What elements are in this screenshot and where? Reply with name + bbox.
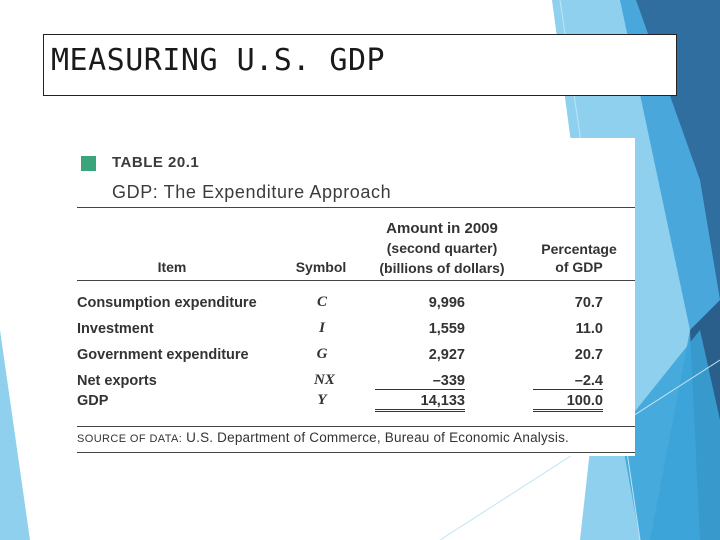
header-top-rule [77, 207, 635, 208]
row-percent: –2.4 [533, 373, 603, 390]
header-bottom-rule [77, 280, 635, 281]
row-amount: 9,996 [428, 295, 465, 311]
footer-bottom-rule [77, 452, 635, 453]
header-item: Item [157, 259, 187, 275]
row-amount: –339 [375, 373, 465, 390]
header-amount-line1: Amount in 2009 [386, 220, 498, 237]
source-label: SOURCE OF DATA: [77, 433, 183, 445]
deco-bright-band [620, 330, 720, 540]
header-amount-line2: (second quarter) [386, 240, 498, 256]
header-percent-line1: Percentage [541, 241, 617, 257]
row-symbol: NX [314, 372, 335, 388]
title-box: MEASURING U.S. GDP [43, 34, 677, 96]
deco-left-sliver [0, 330, 30, 540]
header-amount-line3: (billions of dollars) [379, 260, 505, 276]
row-symbol: Y [317, 392, 327, 408]
row-amount: 1,559 [428, 321, 465, 337]
source-text: U.S. Department of Commerce, Bureau of E… [186, 430, 569, 445]
row-percent: 100.0 [533, 393, 603, 412]
row-item: Government expenditure [77, 347, 249, 363]
row-amount: 2,927 [428, 347, 465, 363]
row-amount: 14,133 [375, 393, 465, 412]
table-tag-square [81, 156, 96, 171]
deco-dark-band [636, 0, 720, 300]
header-symbol: Symbol [295, 259, 347, 275]
gdp-table: TABLE 20.1 GDP: The Expenditure Approach… [74, 138, 635, 456]
row-item: GDP [77, 393, 109, 409]
footer-rule [77, 426, 635, 427]
row-percent: 20.7 [574, 347, 603, 363]
table-label: TABLE 20.1 [112, 154, 200, 171]
header-percent-line2: of GDP [555, 259, 603, 275]
table-subtitle: GDP: The Expenditure Approach [112, 182, 392, 202]
row-symbol: I [319, 320, 325, 336]
row-symbol: G [316, 346, 328, 362]
row-item: Investment [77, 321, 154, 337]
row-percent: 70.7 [574, 295, 603, 311]
row-percent: 11.0 [575, 321, 603, 337]
row-item: Consumption expenditure [77, 295, 257, 311]
row-symbol: C [316, 294, 327, 310]
source-note: SOURCE OF DATA: U.S. Department of Comme… [77, 430, 569, 445]
row-item: Net exports [77, 373, 157, 389]
slide-title: MEASURING U.S. GDP [51, 43, 386, 78]
